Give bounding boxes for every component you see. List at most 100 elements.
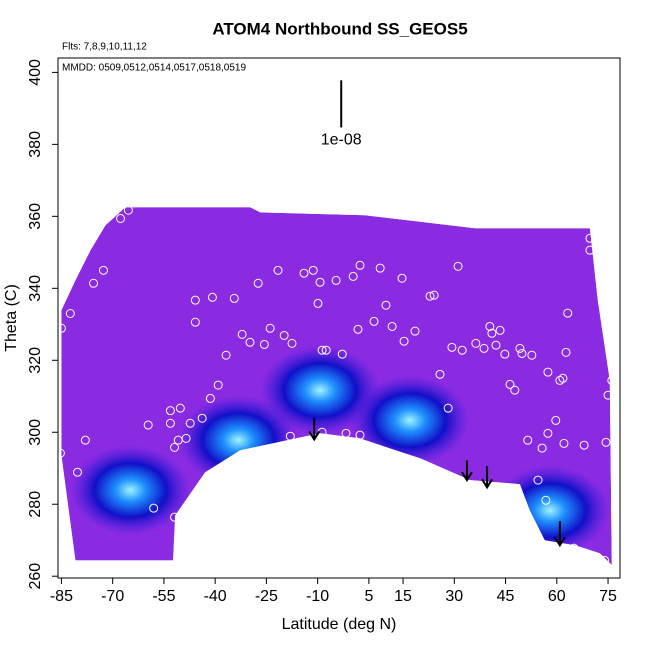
observation-point bbox=[287, 338, 297, 348]
observation-point bbox=[169, 442, 179, 452]
observation-point bbox=[299, 268, 309, 278]
observation-point bbox=[543, 367, 553, 377]
x-tick-label: 5 bbox=[364, 588, 373, 605]
observation-point bbox=[149, 503, 159, 513]
observation-point bbox=[55, 500, 65, 510]
observation-point bbox=[190, 295, 200, 305]
observation-point bbox=[537, 443, 547, 453]
observation-point bbox=[375, 263, 385, 273]
x-tick-label: -10 bbox=[306, 588, 329, 605]
y-tick-label: 400 bbox=[27, 59, 44, 86]
observation-point bbox=[65, 309, 75, 319]
observation-point bbox=[559, 438, 569, 448]
y-tick-label: 380 bbox=[27, 131, 44, 158]
wind-arrow bbox=[461, 460, 473, 483]
field-maximum bbox=[260, 345, 381, 436]
observation-point bbox=[116, 213, 126, 223]
observation-point bbox=[165, 418, 175, 428]
observation-point bbox=[447, 342, 457, 352]
observation-point bbox=[597, 251, 607, 261]
observation-point bbox=[315, 277, 325, 287]
x-tick-label: 75 bbox=[599, 588, 617, 605]
observation-point bbox=[56, 323, 66, 333]
x-tick-label: 15 bbox=[394, 588, 412, 605]
wind-arrow bbox=[554, 521, 566, 548]
observation-point bbox=[491, 340, 501, 350]
observation-point bbox=[585, 245, 595, 255]
observation-point bbox=[331, 275, 341, 285]
observation-point bbox=[355, 430, 365, 440]
observation-point bbox=[563, 308, 573, 318]
observation-point bbox=[600, 555, 610, 565]
chart-title: ATOM4 Northbound SS_GEOS5 bbox=[212, 19, 467, 38]
observation-point bbox=[313, 298, 323, 308]
observation-point bbox=[593, 227, 603, 237]
marks-layer: 1e-08 bbox=[55, 80, 623, 565]
observation-point bbox=[387, 321, 397, 331]
observation-point bbox=[317, 345, 327, 355]
observation-point bbox=[485, 321, 495, 331]
observation-point bbox=[495, 325, 505, 335]
observation-point bbox=[369, 316, 379, 326]
observation-point bbox=[457, 345, 467, 355]
x-tick-label: -25 bbox=[255, 588, 278, 605]
observation-point bbox=[558, 373, 568, 383]
observation-point bbox=[341, 428, 351, 438]
observation-point bbox=[555, 375, 565, 385]
observation-point bbox=[308, 265, 318, 275]
observation-point bbox=[259, 339, 269, 349]
observation-point bbox=[285, 431, 295, 441]
wind-arrow bbox=[308, 417, 321, 442]
observation-point bbox=[381, 300, 391, 310]
observation-point bbox=[279, 330, 289, 340]
annotation: Flts: 7,8,9,10,11,12 bbox=[62, 42, 147, 53]
observation-point bbox=[591, 235, 601, 245]
field-layer bbox=[61, 207, 612, 566]
field-maximum bbox=[70, 445, 191, 536]
observation-point bbox=[80, 435, 90, 445]
observation-point bbox=[579, 440, 589, 450]
observation-point bbox=[541, 495, 551, 505]
observation-point bbox=[561, 347, 571, 357]
observation-point bbox=[245, 337, 255, 347]
observation-point bbox=[429, 290, 439, 300]
observation-point bbox=[443, 403, 453, 413]
y-tick-label: 280 bbox=[27, 491, 44, 518]
observation-point bbox=[569, 543, 579, 553]
y-tick-label: 340 bbox=[27, 275, 44, 302]
observation-point bbox=[523, 435, 533, 445]
observation-point bbox=[181, 433, 191, 443]
x-tick-label: 60 bbox=[548, 588, 566, 605]
observation-point bbox=[585, 233, 595, 243]
observation-point bbox=[265, 323, 275, 333]
observation-point bbox=[197, 413, 207, 423]
x-axis-title: Latitude (deg N) bbox=[282, 616, 397, 633]
observation-point bbox=[505, 379, 515, 389]
observation-point bbox=[321, 345, 331, 355]
observation-point bbox=[410, 326, 420, 336]
observation-point bbox=[207, 292, 217, 302]
plot-frame bbox=[57, 57, 621, 579]
y-tick-label: 260 bbox=[27, 563, 44, 590]
field-maximum bbox=[489, 465, 610, 556]
annotation: MMDD: 0509,0512,0514,0517,0518,0519 bbox=[62, 63, 246, 74]
observation-point bbox=[337, 349, 347, 359]
observation-point bbox=[551, 415, 561, 425]
observation-point bbox=[89, 278, 99, 288]
observation-point bbox=[213, 380, 223, 390]
observation-point bbox=[273, 265, 283, 275]
observation-point bbox=[165, 406, 175, 416]
x-tick-label: 45 bbox=[497, 588, 515, 605]
observation-point bbox=[533, 475, 543, 485]
y-tick-label: 300 bbox=[27, 419, 44, 446]
observation-point bbox=[175, 403, 185, 413]
observation-point bbox=[510, 385, 520, 395]
x-tick-label: 30 bbox=[445, 588, 463, 605]
observation-point bbox=[355, 260, 365, 270]
observation-point bbox=[500, 349, 510, 359]
observation-point bbox=[348, 271, 358, 281]
x-tick-label: -40 bbox=[204, 588, 227, 605]
observation-point bbox=[55, 448, 65, 458]
y-tick-label: 320 bbox=[27, 347, 44, 374]
